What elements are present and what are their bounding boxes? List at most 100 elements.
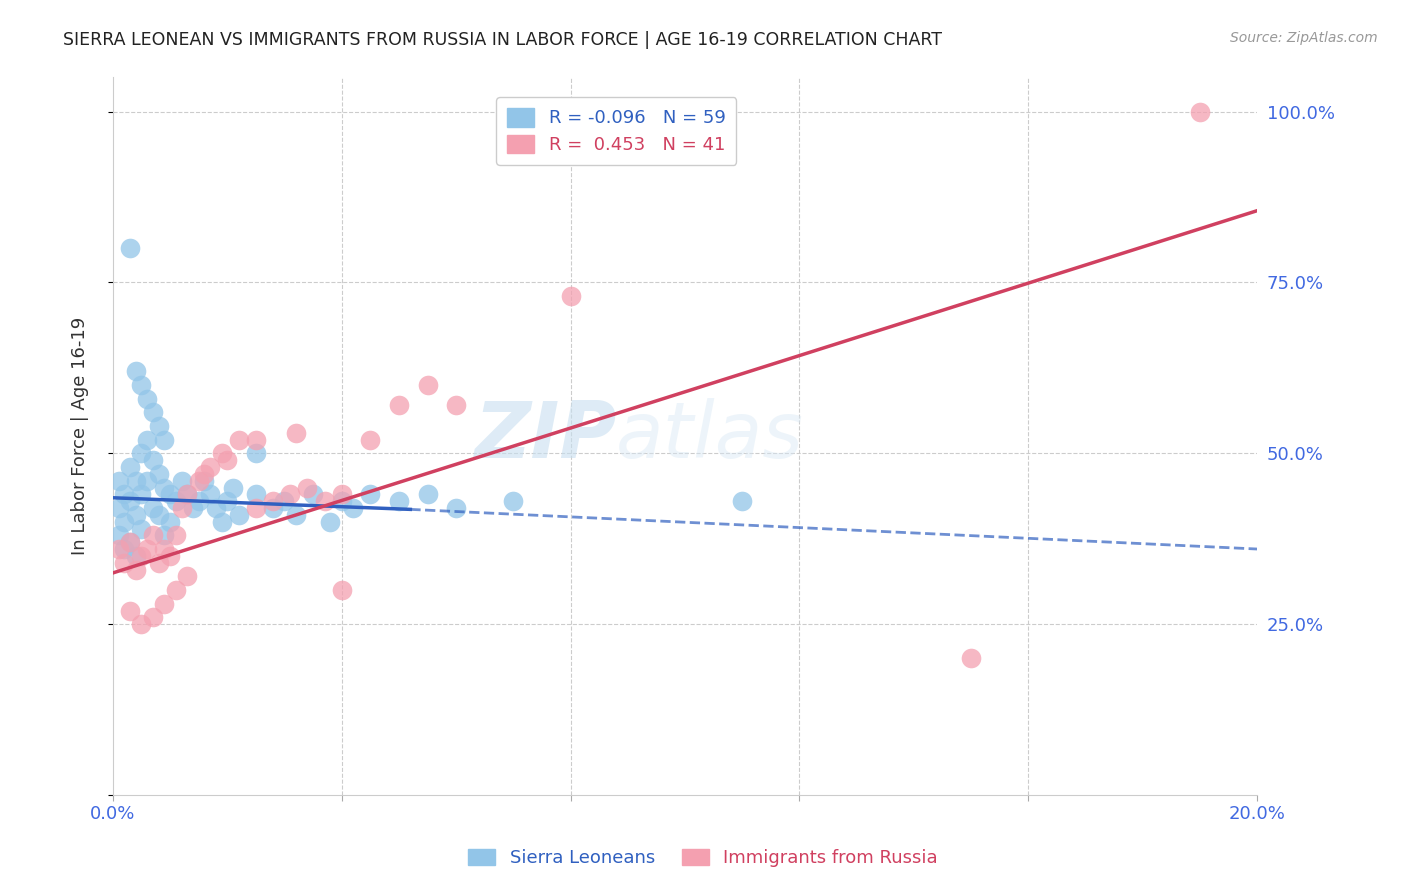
Point	[222, 481, 245, 495]
Point	[211, 515, 233, 529]
Point	[153, 541, 176, 556]
Point	[170, 474, 193, 488]
Point	[118, 241, 141, 255]
Point	[118, 535, 141, 549]
Point	[112, 541, 135, 556]
Point	[148, 556, 170, 570]
Point	[148, 508, 170, 522]
Point	[262, 494, 284, 508]
Point	[125, 508, 148, 522]
Point	[107, 528, 129, 542]
Point	[112, 515, 135, 529]
Point	[245, 487, 267, 501]
Point	[330, 487, 353, 501]
Point	[284, 425, 307, 440]
Point	[125, 562, 148, 576]
Point	[502, 494, 524, 508]
Point	[193, 474, 215, 488]
Point	[319, 515, 342, 529]
Text: Source: ZipAtlas.com: Source: ZipAtlas.com	[1230, 31, 1378, 45]
Point	[330, 582, 353, 597]
Point	[176, 487, 198, 501]
Point	[125, 474, 148, 488]
Point	[560, 289, 582, 303]
Point	[148, 419, 170, 434]
Point	[198, 460, 221, 475]
Point	[159, 487, 181, 501]
Point	[159, 549, 181, 563]
Point	[217, 453, 239, 467]
Point	[118, 460, 141, 475]
Point	[153, 481, 176, 495]
Point	[187, 494, 209, 508]
Legend: Sierra Leoneans, Immigrants from Russia: Sierra Leoneans, Immigrants from Russia	[461, 841, 945, 874]
Y-axis label: In Labor Force | Age 16-19: In Labor Force | Age 16-19	[72, 318, 89, 556]
Point	[142, 501, 165, 516]
Point	[416, 487, 439, 501]
Text: atlas: atlas	[616, 398, 804, 475]
Point	[153, 597, 176, 611]
Point	[112, 556, 135, 570]
Point	[1188, 104, 1211, 119]
Point	[131, 617, 153, 632]
Point	[170, 501, 193, 516]
Point	[388, 494, 411, 508]
Point	[159, 515, 181, 529]
Point	[136, 541, 159, 556]
Point	[131, 446, 153, 460]
Point	[142, 453, 165, 467]
Point	[342, 501, 364, 516]
Point	[960, 651, 983, 665]
Point	[211, 446, 233, 460]
Point	[165, 494, 187, 508]
Point	[273, 494, 295, 508]
Point	[136, 474, 159, 488]
Point	[731, 494, 754, 508]
Point	[359, 433, 381, 447]
Point	[142, 528, 165, 542]
Point	[314, 494, 336, 508]
Point	[142, 405, 165, 419]
Point	[444, 501, 467, 516]
Point	[388, 399, 411, 413]
Point	[107, 501, 129, 516]
Point	[262, 501, 284, 516]
Point	[131, 522, 153, 536]
Point	[176, 487, 198, 501]
Point	[131, 378, 153, 392]
Point	[205, 501, 228, 516]
Point	[297, 481, 319, 495]
Point	[228, 508, 250, 522]
Point	[228, 433, 250, 447]
Point	[217, 494, 239, 508]
Point	[444, 399, 467, 413]
Point	[330, 494, 353, 508]
Point	[193, 467, 215, 481]
Point	[118, 494, 141, 508]
Point	[198, 487, 221, 501]
Point	[112, 487, 135, 501]
Point	[359, 487, 381, 501]
Point	[284, 508, 307, 522]
Point	[107, 474, 129, 488]
Point	[136, 433, 159, 447]
Point	[118, 603, 141, 617]
Point	[125, 364, 148, 378]
Point	[176, 569, 198, 583]
Point	[165, 582, 187, 597]
Point	[416, 378, 439, 392]
Point	[245, 446, 267, 460]
Point	[131, 549, 153, 563]
Point	[187, 474, 209, 488]
Point	[118, 535, 141, 549]
Point	[142, 610, 165, 624]
Point	[278, 487, 301, 501]
Point	[136, 392, 159, 406]
Text: ZIP: ZIP	[474, 398, 616, 475]
Point	[125, 549, 148, 563]
Point	[165, 528, 187, 542]
Point	[181, 501, 204, 516]
Point	[302, 487, 325, 501]
Point	[245, 433, 267, 447]
Point	[153, 433, 176, 447]
